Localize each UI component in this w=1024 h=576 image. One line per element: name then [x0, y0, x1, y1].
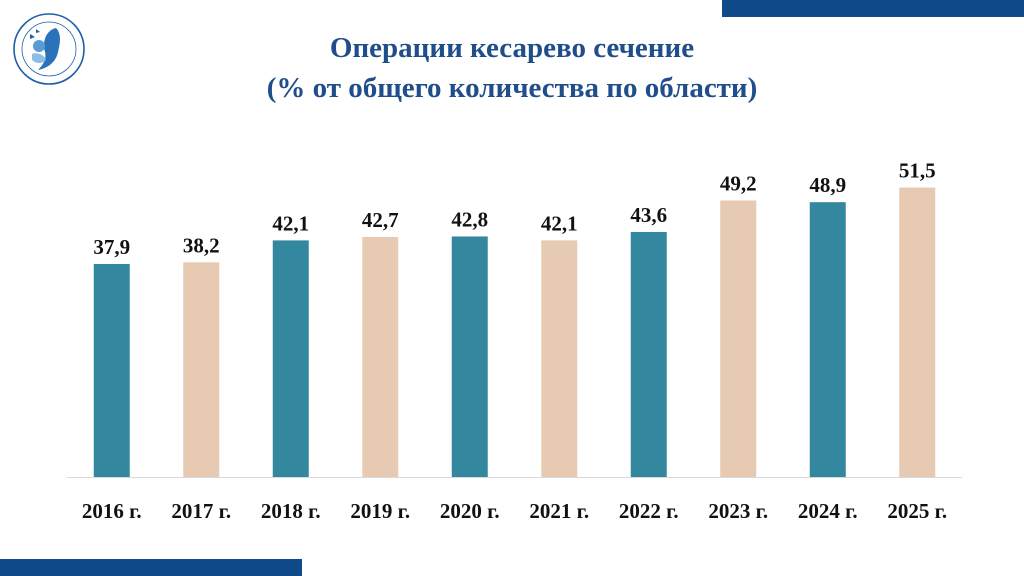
data-label: 42,1 — [272, 211, 309, 235]
bar-2025 — [899, 187, 936, 477]
bar-2017 — [183, 262, 220, 477]
data-label: 38,2 — [183, 233, 220, 257]
data-label: 42,1 — [541, 211, 578, 235]
bar-2023 — [720, 200, 757, 477]
x-tick-label: 2019 г. — [350, 499, 410, 523]
chart-title: Операции кесарево сечение (% от общего к… — [120, 28, 904, 108]
x-tick-label: 2021 г. — [529, 499, 589, 523]
data-label: 49,2 — [720, 171, 757, 195]
x-tick-label: 2017 г. — [171, 499, 231, 523]
x-tick-label: 2025 г. — [887, 499, 947, 523]
chart-title-line1: Операции кесарево сечение — [329, 32, 695, 64]
data-label: 43,6 — [630, 203, 667, 227]
chart-title-line2: (% от общего количества по области) — [266, 72, 758, 104]
data-label: 42,7 — [362, 208, 399, 232]
perinatal-center-logo — [13, 13, 85, 85]
bar-2024 — [809, 202, 846, 477]
data-label: 48,9 — [809, 173, 846, 197]
data-label: 37,9 — [93, 235, 130, 259]
data-label: 42,8 — [451, 207, 488, 231]
x-tick-label: 2020 г. — [440, 499, 500, 523]
bar-2019 — [362, 237, 399, 477]
bar-2016 — [93, 264, 130, 477]
x-tick-label: 2016 г. — [82, 499, 142, 523]
top-accent-bar — [722, 0, 1024, 17]
x-tick-label: 2022 г. — [619, 499, 679, 523]
bar-2022 — [630, 231, 667, 477]
data-label: 51,5 — [899, 159, 936, 183]
bar-2020 — [451, 236, 488, 477]
bar-2021 — [541, 240, 578, 477]
x-tick-label: 2024 г. — [798, 499, 858, 523]
x-tick-label: 2018 г. — [261, 499, 321, 523]
bar-2018 — [272, 240, 309, 477]
bottom-accent-bar — [0, 559, 302, 576]
x-tick-label: 2023 г. — [708, 499, 768, 523]
